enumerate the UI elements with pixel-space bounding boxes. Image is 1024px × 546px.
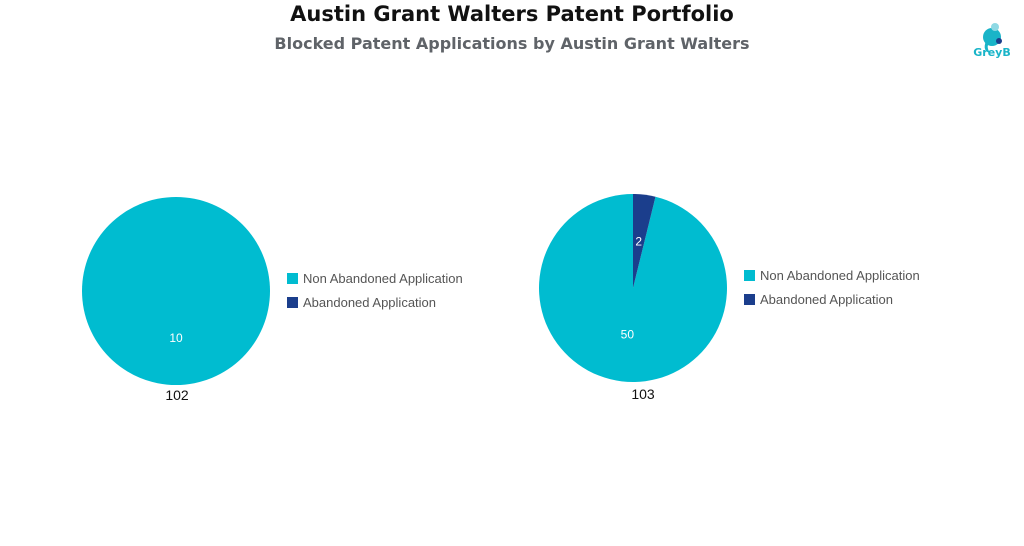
pie-2-group-label: 103 (631, 386, 655, 402)
legend-item-non-abandoned[interactable]: Non Abandoned Application (287, 266, 463, 290)
greyb-logo-icon (983, 23, 1002, 53)
pie-1-legend: Non Abandoned Application Abandoned Appl… (287, 266, 463, 314)
pie-2-legend: Non Abandoned Application Abandoned Appl… (744, 263, 920, 311)
pie-slice-abandoned-application[interactable] (633, 194, 656, 288)
pie-data-label-non-abandoned-application: 10 (169, 331, 183, 345)
pie-chart-2: 50 2 (539, 194, 727, 382)
pie-data-label-abandoned-application: 2 (635, 234, 642, 248)
legend-label: Abandoned Application (760, 291, 894, 307)
pie-1-group-label: 102 (165, 387, 189, 403)
pie-data-label-non-abandoned-application: 50 (621, 328, 635, 342)
chart-title: Austin Grant Walters Patent Portfolio (290, 2, 734, 26)
legend-item-abandoned[interactable]: Abandoned Application (287, 290, 463, 314)
legend-item-abandoned[interactable]: Abandoned Application (744, 287, 920, 311)
legend-swatch (744, 293, 755, 305)
chart-subtitle: Blocked Patent Applications by Austin Gr… (274, 34, 750, 53)
legend-label: Non Abandoned Application (760, 267, 920, 283)
legend-swatch (744, 269, 755, 281)
legend-label: Abandoned Application (303, 294, 437, 310)
legend-swatch (287, 272, 298, 284)
pie-slice-non-abandoned-application[interactable] (82, 197, 270, 385)
legend-swatch (287, 296, 298, 308)
greyb-logo-text: GreyB (973, 46, 1011, 59)
pie-chart-1: 10 (82, 197, 270, 385)
legend-label: Non Abandoned Application (303, 270, 463, 286)
legend-item-non-abandoned[interactable]: Non Abandoned Application (744, 263, 920, 287)
